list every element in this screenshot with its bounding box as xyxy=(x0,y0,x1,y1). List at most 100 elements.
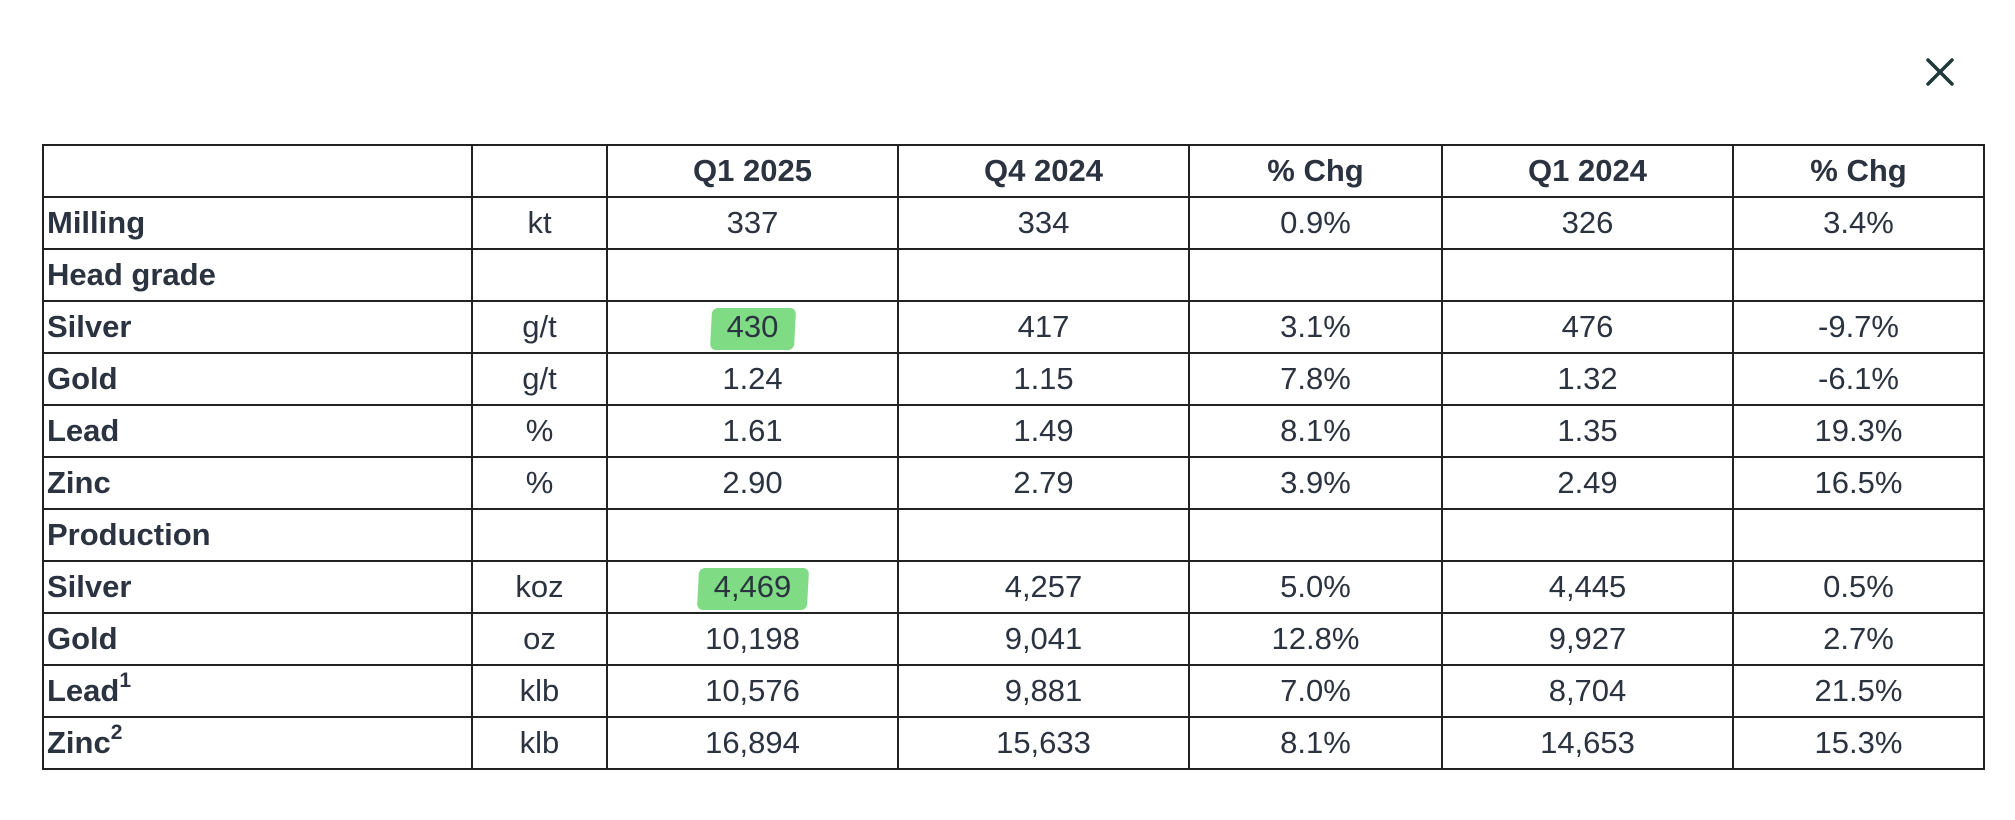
row-unit: klb xyxy=(471,716,608,770)
cell-value: 9,881 xyxy=(897,664,1190,718)
production-table: Q1 2025 Q4 2024 % Chg Q1 2024 % Chg Mill… xyxy=(42,144,1985,770)
table-row: Milling kt 337 334 0.9% 326 3.4% xyxy=(42,196,1985,250)
cell-value: 1.61 xyxy=(606,404,899,458)
cell-value xyxy=(606,508,899,562)
cell-value: 16.5% xyxy=(1732,456,1985,510)
table-row: Zinc2 klb 16,894 15,633 8.1% 14,653 15.3… xyxy=(42,716,1985,770)
cell-value: -6.1% xyxy=(1732,352,1985,406)
cell-value: 1.35 xyxy=(1441,404,1734,458)
cell-value xyxy=(1188,248,1443,302)
cell-value: 14,653 xyxy=(1441,716,1734,770)
table-row: Silver koz 4,469 4,257 5.0% 4,445 0.5% xyxy=(42,560,1985,614)
cell-value: 8.1% xyxy=(1188,404,1443,458)
highlighted-value: 4,469 xyxy=(698,562,808,612)
header-q4-2024: Q4 2024 xyxy=(897,144,1190,198)
cell-value: 3.1% xyxy=(1188,300,1443,354)
cell-value: 16,894 xyxy=(606,716,899,770)
cell-value: 8,704 xyxy=(1441,664,1734,718)
cell-value: -9.7% xyxy=(1732,300,1985,354)
cell-value xyxy=(897,248,1190,302)
cell-value: 7.0% xyxy=(1188,664,1443,718)
row-label: Lead xyxy=(42,404,473,458)
cell-value xyxy=(1732,248,1985,302)
row-unit: % xyxy=(471,404,608,458)
row-unit: g/t xyxy=(471,352,608,406)
close-button[interactable] xyxy=(1918,50,1962,94)
cell-value: 12.8% xyxy=(1188,612,1443,666)
cell-value: 1.24 xyxy=(606,352,899,406)
cell-value: 326 xyxy=(1441,196,1734,250)
row-unit xyxy=(471,508,608,562)
row-unit: kt xyxy=(471,196,608,250)
cell-value xyxy=(1441,248,1734,302)
row-unit: klb xyxy=(471,664,608,718)
row-unit xyxy=(471,248,608,302)
cell-value xyxy=(1441,508,1734,562)
row-unit: g/t xyxy=(471,300,608,354)
section-heading: Head grade xyxy=(42,248,473,302)
cell-value: 1.15 xyxy=(897,352,1190,406)
cell-value: 9,927 xyxy=(1441,612,1734,666)
row-label: Silver xyxy=(42,560,473,614)
cell-value: 1.32 xyxy=(1441,352,1734,406)
table-row: Lead1 klb 10,576 9,881 7.0% 8,704 21.5% xyxy=(42,664,1985,718)
cell-value: 0.5% xyxy=(1732,560,1985,614)
header-label xyxy=(42,144,473,198)
table-row: Silver g/t 430 417 3.1% 476 -9.7% xyxy=(42,300,1985,354)
cell-value: 7.8% xyxy=(1188,352,1443,406)
cell-value: 10,198 xyxy=(606,612,899,666)
row-label: Silver xyxy=(42,300,473,354)
cell-value xyxy=(606,248,899,302)
cell-value: 15.3% xyxy=(1732,716,1985,770)
cell-value xyxy=(1732,508,1985,562)
cell-value: 337 xyxy=(606,196,899,250)
row-label: Zinc xyxy=(42,456,473,510)
table-row: Head grade xyxy=(42,248,1985,302)
row-label: Gold xyxy=(42,612,473,666)
table-header-row: Q1 2025 Q4 2024 % Chg Q1 2024 % Chg xyxy=(42,144,1985,198)
section-heading: Production xyxy=(42,508,473,562)
cell-value: 4,445 xyxy=(1441,560,1734,614)
header-q1-2024: Q1 2024 xyxy=(1441,144,1734,198)
footnote-marker: 2 xyxy=(110,721,123,744)
cell-value: 334 xyxy=(897,196,1190,250)
header-pct-chg-yoy: % Chg xyxy=(1732,144,1985,198)
cell-value: 4,469 xyxy=(606,560,899,614)
footnote-marker: 1 xyxy=(119,669,132,692)
cell-value: 15,633 xyxy=(897,716,1190,770)
header-pct-chg-qoq: % Chg xyxy=(1188,144,1443,198)
table-row: Production xyxy=(42,508,1985,562)
cell-value: 3.9% xyxy=(1188,456,1443,510)
table-row: Lead % 1.61 1.49 8.1% 1.35 19.3% xyxy=(42,404,1985,458)
cell-value xyxy=(1188,508,1443,562)
cell-value: 430 xyxy=(606,300,899,354)
cell-value: 9,041 xyxy=(897,612,1190,666)
cell-value: 2.49 xyxy=(1441,456,1734,510)
cell-value: 5.0% xyxy=(1188,560,1443,614)
cell-value: 1.49 xyxy=(897,404,1190,458)
table-row: Gold oz 10,198 9,041 12.8% 9,927 2.7% xyxy=(42,612,1985,666)
row-label: Zinc2 xyxy=(42,716,473,770)
table-row: Gold g/t 1.24 1.15 7.8% 1.32 -6.1% xyxy=(42,352,1985,406)
cell-value: 2.79 xyxy=(897,456,1190,510)
cell-value: 21.5% xyxy=(1732,664,1985,718)
cell-value: 2.7% xyxy=(1732,612,1985,666)
cell-value: 2.90 xyxy=(606,456,899,510)
cell-value: 8.1% xyxy=(1188,716,1443,770)
close-icon[interactable] xyxy=(1918,50,1962,94)
cell-value: 476 xyxy=(1441,300,1734,354)
cell-value xyxy=(897,508,1190,562)
row-unit: oz xyxy=(471,612,608,666)
header-q1-2025: Q1 2025 xyxy=(606,144,899,198)
cell-value: 10,576 xyxy=(606,664,899,718)
cell-value: 19.3% xyxy=(1732,404,1985,458)
cell-value: 3.4% xyxy=(1732,196,1985,250)
row-unit: % xyxy=(471,456,608,510)
row-label: Milling xyxy=(42,196,473,250)
highlighted-value: 430 xyxy=(711,302,795,352)
cell-value: 0.9% xyxy=(1188,196,1443,250)
row-unit: koz xyxy=(471,560,608,614)
header-unit xyxy=(471,144,608,198)
cell-value: 417 xyxy=(897,300,1190,354)
row-label: Lead1 xyxy=(42,664,473,718)
